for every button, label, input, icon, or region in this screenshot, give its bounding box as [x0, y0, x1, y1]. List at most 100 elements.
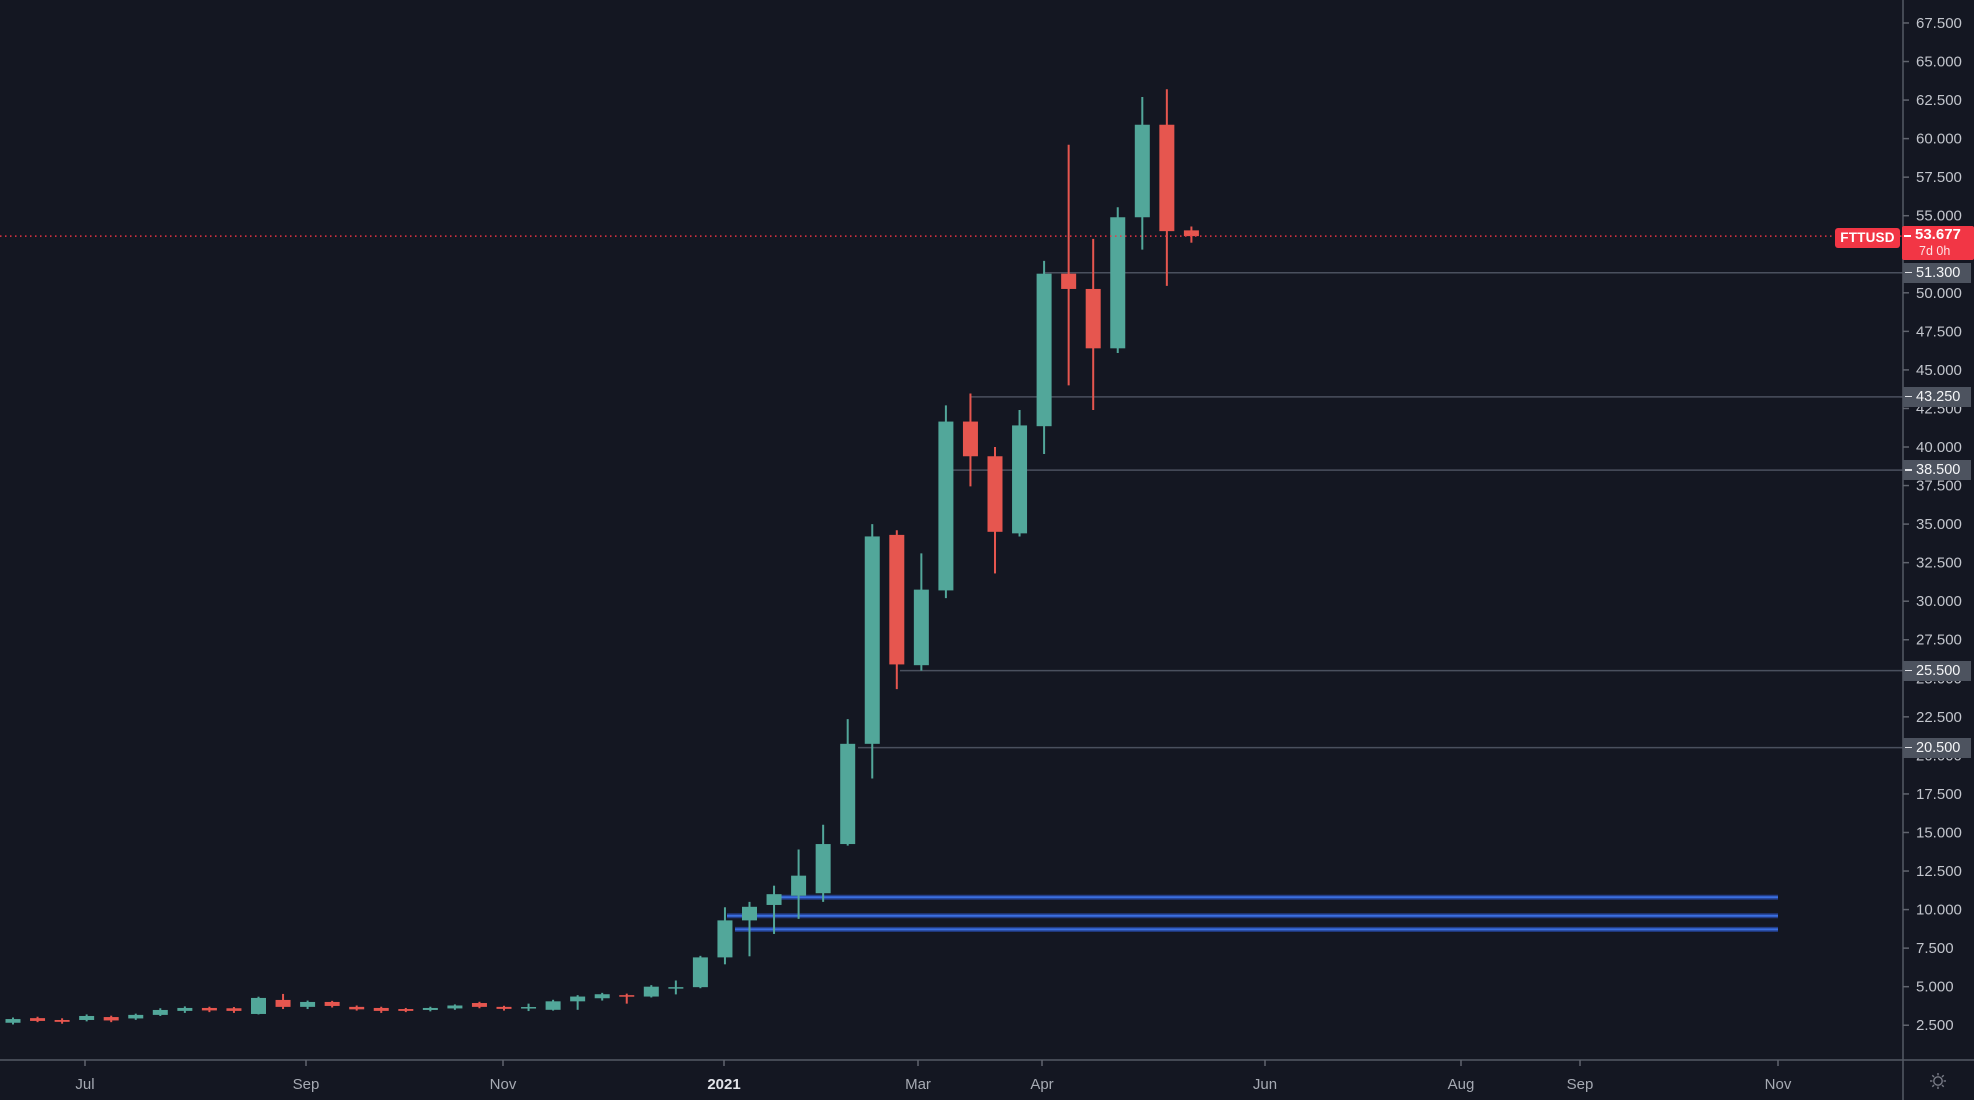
time-axis-label-sep: Sep — [293, 1076, 320, 1093]
candle-body — [496, 1006, 512, 1009]
candle-body — [545, 1001, 561, 1010]
candle-body — [349, 1006, 365, 1010]
candle-body — [570, 996, 586, 1002]
price-tick-label: 27.500 — [1916, 632, 1962, 649]
candle-3 — [79, 1014, 95, 1022]
candle-body — [373, 1007, 389, 1011]
candle-body — [1012, 425, 1028, 534]
price-tick-label: 17.500 — [1916, 786, 1962, 803]
candle-body — [30, 1018, 46, 1021]
candle-41 — [1012, 409, 1028, 537]
candle-45 — [1110, 207, 1126, 353]
candle-body — [1061, 273, 1077, 289]
candle-body — [1159, 124, 1175, 232]
candle-body — [938, 421, 954, 591]
candle-28 — [692, 955, 708, 989]
price-tick-label: 47.500 — [1916, 323, 1962, 340]
time-axis-label-jul: Jul — [75, 1076, 94, 1093]
candle-body — [668, 987, 684, 989]
candle-8 — [201, 1006, 217, 1013]
candle-23 — [570, 995, 586, 1010]
candle-32 — [791, 849, 807, 919]
time-axis-label-apr: Apr — [1030, 1076, 1053, 1093]
price-axis-pane[interactable] — [1903, 0, 1974, 1100]
candle-body — [251, 997, 266, 1014]
candle-body — [521, 1007, 537, 1009]
candle-body — [201, 1007, 217, 1011]
candle-11 — [275, 993, 291, 1010]
price-scale-settings-button[interactable] — [1924, 1068, 1952, 1094]
candle-31 — [766, 885, 782, 934]
candle-body — [275, 999, 291, 1007]
candle-38 — [938, 405, 954, 599]
price-tick-label: 35.000 — [1916, 516, 1962, 533]
candle-body — [987, 456, 1003, 532]
price-tick-label: 40.000 — [1916, 439, 1962, 456]
price-tick-label: 60.000 — [1916, 131, 1962, 148]
candle-body — [1134, 124, 1150, 218]
price-tick-label: 50.000 — [1916, 285, 1962, 302]
candle-body — [103, 1017, 119, 1021]
price-tick-label: 57.500 — [1916, 169, 1962, 186]
candle-14 — [349, 1005, 365, 1011]
candle-21 — [521, 1003, 537, 1012]
time-axis-pane[interactable] — [0, 1060, 1974, 1100]
candle-30 — [742, 901, 757, 957]
candle-body — [152, 1009, 168, 1015]
candle-43 — [1061, 144, 1077, 386]
candle-27 — [668, 980, 684, 995]
time-axis-label-nov: Nov — [1765, 1076, 1792, 1093]
candle-body — [128, 1014, 144, 1019]
candle-47 — [1159, 89, 1175, 286]
time-axis-label-nov: Nov — [490, 1076, 517, 1093]
candle-19 — [471, 1001, 487, 1009]
price-tick-label: 65.000 — [1916, 54, 1962, 71]
time-axis-label-2021: 2021 — [707, 1076, 740, 1093]
candle-body — [840, 743, 856, 845]
price-tick-label: 62.500 — [1916, 92, 1962, 109]
candle-body — [422, 1007, 438, 1010]
time-scale: Jul Sep Nov 2021 Mar Apr Jun Aug Sep Nov — [75, 1060, 1792, 1093]
price-tick-label: 30.000 — [1916, 593, 1962, 610]
candle-2 — [54, 1018, 70, 1024]
candle-body — [594, 994, 610, 999]
candle-48 — [1183, 226, 1199, 243]
time-axis-label-jun: Jun — [1253, 1076, 1277, 1093]
candle-body — [300, 1001, 316, 1007]
price-tick-label: 5.000 — [1916, 979, 1954, 996]
price-tick-label: 37.500 — [1916, 478, 1962, 495]
candle-body — [5, 1019, 21, 1023]
candle-body — [889, 534, 905, 665]
candle-body — [177, 1007, 193, 1011]
time-axis-label-aug: Aug — [1448, 1076, 1475, 1093]
candle-36 — [889, 530, 905, 690]
candle-20 — [496, 1005, 512, 1011]
time-axis-label-sep: Sep — [1567, 1076, 1594, 1093]
candle-body — [1110, 217, 1126, 349]
candle-1 — [30, 1016, 46, 1023]
candle-12 — [300, 1000, 316, 1010]
candle-35 — [864, 524, 880, 779]
candle-body — [742, 906, 757, 921]
candle-body — [79, 1015, 95, 1020]
price-tick-label: 52.500 — [1916, 246, 1962, 263]
candles — [5, 89, 1199, 1025]
candle-body — [766, 894, 782, 905]
candle-body — [471, 1003, 487, 1007]
candle-body — [447, 1005, 463, 1009]
candle-10 — [251, 996, 266, 1015]
candle-46 — [1134, 96, 1150, 250]
candle-44 — [1085, 238, 1101, 410]
blue-rays — [727, 894, 1778, 932]
candle-40 — [987, 447, 1003, 574]
candle-15 — [373, 1006, 389, 1013]
price-tick-label: 2.500 — [1916, 1017, 1954, 1034]
candle-6 — [152, 1008, 168, 1016]
price-tick-label: 15.000 — [1916, 824, 1962, 841]
candle-body — [619, 995, 635, 997]
candle-body — [1183, 230, 1199, 237]
candle-42 — [1036, 260, 1052, 454]
candle-body — [1036, 273, 1052, 427]
